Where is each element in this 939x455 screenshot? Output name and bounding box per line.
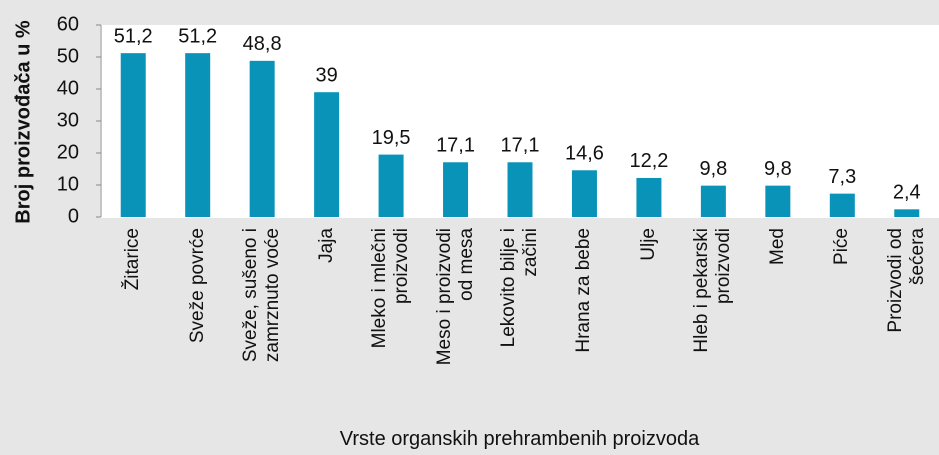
data-label: 19,5	[372, 127, 411, 149]
x-axis-title: Vrste organskih prehrambenih proizvoda	[339, 428, 700, 450]
bar	[829, 193, 855, 217]
x-tick-label: Jaja	[315, 228, 337, 263]
y-tick-label: 30	[57, 109, 79, 131]
data-label: 12,2	[629, 150, 668, 172]
y-tick-label: 50	[57, 45, 79, 67]
bar	[378, 154, 404, 217]
bar	[249, 60, 275, 218]
x-tick-label: Piće	[831, 228, 853, 265]
data-label: 17,1	[436, 135, 475, 157]
y-tick-label: 20	[57, 141, 79, 163]
bar	[571, 170, 597, 217]
y-tick-label: 0	[68, 205, 79, 227]
x-tick-label: Hrana za bebe	[573, 228, 595, 353]
bar	[314, 92, 340, 217]
x-tick-label: Med	[766, 228, 788, 265]
y-tick-label: 10	[57, 173, 79, 195]
data-label: 48,8	[243, 33, 282, 55]
bar	[636, 177, 662, 217]
y-tick-label: 60	[57, 13, 79, 35]
bar	[120, 53, 146, 217]
bar	[443, 162, 469, 217]
x-tick-label: Meso i proizvodi od mesa	[433, 228, 477, 366]
data-label: 9,8	[699, 158, 727, 180]
x-tick-label: Proizvodi od šećera	[884, 228, 928, 333]
bar	[507, 162, 533, 217]
data-label: 51,2	[114, 25, 153, 47]
x-tick-label: Lekovito bilje i začini	[498, 228, 541, 348]
data-label: 9,8	[764, 158, 792, 180]
bar	[185, 53, 211, 217]
x-tick-label: Mleko i mlečni proizvodi	[369, 228, 413, 349]
bar	[894, 209, 920, 217]
x-tick-label: Ulje	[637, 228, 659, 261]
x-tick-label: Žitarice	[122, 228, 144, 291]
data-label: 51,2	[178, 25, 217, 47]
x-tick-label: Sveže povrće	[186, 228, 208, 344]
data-label: 7,3	[828, 166, 856, 188]
bar	[765, 185, 791, 217]
x-tick-label: Sveže, sušeno i zamrznuto voće	[240, 228, 284, 363]
data-label: 14,6	[565, 143, 604, 165]
data-label: 17,1	[501, 135, 540, 157]
x-tick-label: Hleb i pekarski proizvodi	[691, 228, 735, 353]
data-label: 39	[315, 64, 337, 86]
y-tick-label: 40	[57, 77, 79, 99]
bar	[700, 185, 726, 217]
y-axis-title: Broj proizvođača u %	[12, 20, 34, 224]
data-label: 2,4	[893, 182, 921, 204]
